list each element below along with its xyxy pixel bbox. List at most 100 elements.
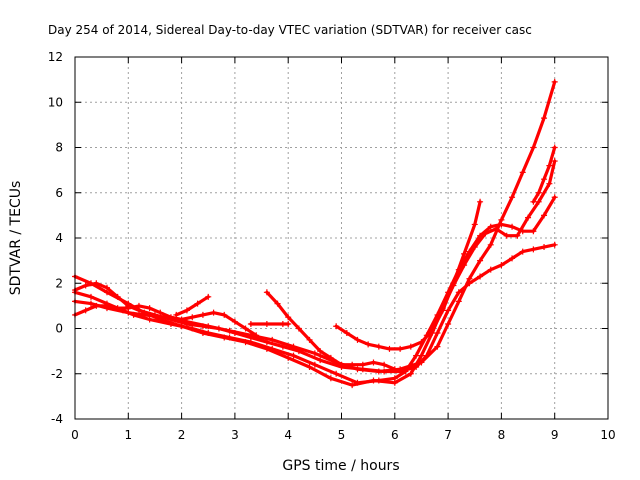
data-point-marker xyxy=(530,198,537,205)
y-tick-label: 6 xyxy=(55,186,63,200)
data-point-marker xyxy=(541,176,548,183)
data-point-marker xyxy=(210,309,217,316)
data-point-marker xyxy=(551,78,558,85)
x-tick-label: 1 xyxy=(124,428,132,442)
data-point-marker xyxy=(253,332,260,339)
series-line xyxy=(73,159,557,387)
data-point-marker xyxy=(455,289,462,296)
data-point-marker xyxy=(263,320,270,327)
data-point-marker xyxy=(365,341,372,348)
data-point-marker xyxy=(434,343,441,350)
data-point-marker xyxy=(279,320,286,327)
data-point-marker xyxy=(375,343,382,350)
data-point-marker xyxy=(103,302,110,309)
data-point-marker xyxy=(519,248,526,255)
data-point-marker xyxy=(541,244,548,251)
data-point-marker xyxy=(87,293,94,300)
data-point-marker xyxy=(317,357,324,364)
data-point-marker xyxy=(370,377,377,384)
data-point-marker xyxy=(125,305,132,312)
data-point-marker xyxy=(397,345,404,352)
data-point-marker xyxy=(450,280,457,287)
data-point-marker xyxy=(397,368,404,375)
data-point-marker xyxy=(391,366,398,373)
data-point-marker xyxy=(290,352,297,359)
series-line xyxy=(174,295,210,317)
data-point-marker xyxy=(455,298,462,305)
data-point-marker xyxy=(546,180,553,187)
data-point-marker xyxy=(381,368,388,375)
y-tick-label: 2 xyxy=(55,276,63,290)
data-point-marker xyxy=(285,320,292,327)
data-point-marker xyxy=(263,339,270,346)
data-point-marker xyxy=(509,194,516,201)
data-point-marker xyxy=(349,382,356,389)
data-point-marker xyxy=(466,280,473,287)
series-group xyxy=(72,78,558,389)
y-tick-label: 12 xyxy=(48,50,63,64)
data-point-marker xyxy=(498,216,505,223)
data-point-marker xyxy=(146,305,153,312)
series-track-7 xyxy=(247,320,292,327)
data-point-marker xyxy=(87,300,94,307)
data-point-marker xyxy=(413,363,420,370)
data-point-marker xyxy=(247,320,254,327)
data-point-marker xyxy=(311,361,318,368)
grid xyxy=(75,57,608,419)
data-point-marker xyxy=(498,262,505,269)
data-point-marker xyxy=(114,305,121,312)
data-point-marker xyxy=(530,144,537,151)
data-point-marker xyxy=(445,307,452,314)
data-point-marker xyxy=(546,162,553,169)
series-line xyxy=(73,243,557,374)
chart-title: Day 254 of 2014, Sidereal Day-to-day VTE… xyxy=(48,23,532,37)
x-tick-label: 6 xyxy=(391,428,399,442)
data-point-marker xyxy=(146,316,153,323)
y-tick-label: 8 xyxy=(55,141,63,155)
plot-frame xyxy=(74,56,609,420)
data-point-marker xyxy=(551,194,558,201)
data-point-marker xyxy=(525,214,532,221)
data-point-marker xyxy=(354,336,361,343)
data-point-marker xyxy=(487,266,494,273)
data-point-marker xyxy=(418,339,425,346)
data-point-marker xyxy=(519,169,526,176)
data-point-marker xyxy=(461,250,468,257)
data-point-marker xyxy=(477,273,484,280)
data-point-marker xyxy=(306,336,313,343)
x-tick-label: 9 xyxy=(551,428,559,442)
x-tick-label: 10 xyxy=(600,428,615,442)
data-point-marker xyxy=(295,325,302,332)
data-point-marker xyxy=(482,230,489,237)
data-point-marker xyxy=(423,352,430,359)
data-point-marker xyxy=(173,311,180,318)
data-point-marker xyxy=(279,343,286,350)
data-point-marker xyxy=(285,354,292,361)
x-axis-label: GPS time / hours xyxy=(282,458,399,474)
data-point-marker xyxy=(327,375,334,382)
data-point-marker xyxy=(183,307,190,314)
data-point-marker xyxy=(509,255,516,262)
x-tick-label: 3 xyxy=(231,428,239,442)
data-point-marker xyxy=(439,307,446,314)
data-point-marker xyxy=(551,144,558,151)
x-tick-label: 8 xyxy=(498,428,506,442)
data-point-marker xyxy=(285,314,292,321)
data-point-marker xyxy=(535,189,542,196)
x-tick-label: 7 xyxy=(444,428,452,442)
data-point-marker xyxy=(370,359,377,366)
data-point-marker xyxy=(509,223,516,230)
x-tick-label: 5 xyxy=(338,428,346,442)
data-point-marker xyxy=(381,361,388,368)
data-point-marker xyxy=(82,307,89,314)
x-tick-label: 0 xyxy=(71,428,79,442)
data-point-marker xyxy=(333,323,340,330)
series-track-6 xyxy=(173,293,212,318)
data-point-marker xyxy=(215,325,222,332)
data-point-marker xyxy=(343,330,350,337)
data-point-marker xyxy=(199,311,206,318)
data-point-marker xyxy=(333,370,340,377)
data-point-marker xyxy=(445,320,452,327)
data-point-marker xyxy=(242,339,249,346)
